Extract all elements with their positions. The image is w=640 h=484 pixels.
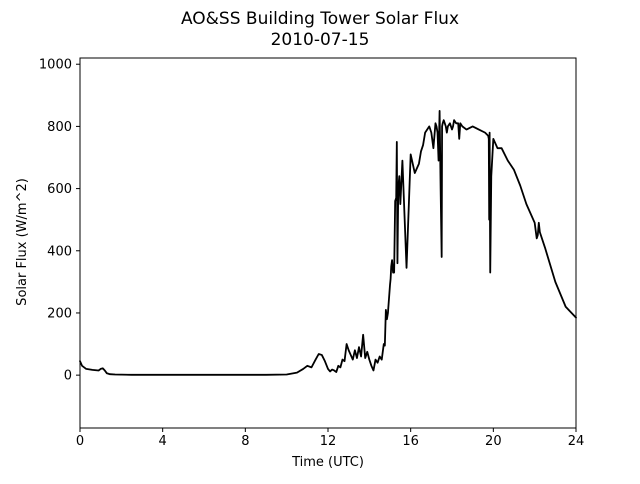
x-tick-label-6: 24 <box>568 434 585 449</box>
x-tick-label-0: 0 <box>76 434 84 449</box>
x-tick-label-1: 4 <box>159 434 167 449</box>
y-tick-label-4: 800 <box>47 120 72 135</box>
plot-marks: 0 4 8 12 16 20 24 0 200 400 600 800 1000 <box>39 58 584 449</box>
y-tick-label-0: 0 <box>64 369 72 384</box>
chart-title: AO&SS Building Tower Solar Flux <box>181 9 459 29</box>
y-axis-label: Solar Flux (W/m^2) <box>15 178 30 306</box>
plot-frame <box>79 57 577 429</box>
y-tick-label-3: 600 <box>47 182 72 197</box>
x-axis-label: Time (UTC) <box>291 455 364 470</box>
x-tick-label-3: 12 <box>320 434 337 449</box>
y-tick-label-5: 1000 <box>39 58 72 73</box>
y-tick-label-2: 400 <box>47 244 72 259</box>
x-tick-label-5: 20 <box>485 434 502 449</box>
y-tick-label-1: 200 <box>47 306 72 321</box>
chart-subtitle: 2010-07-15 <box>271 30 370 50</box>
x-tick-label-4: 16 <box>402 434 419 449</box>
series-line-0 <box>79 109 577 376</box>
x-tick-label-2: 8 <box>241 434 249 449</box>
